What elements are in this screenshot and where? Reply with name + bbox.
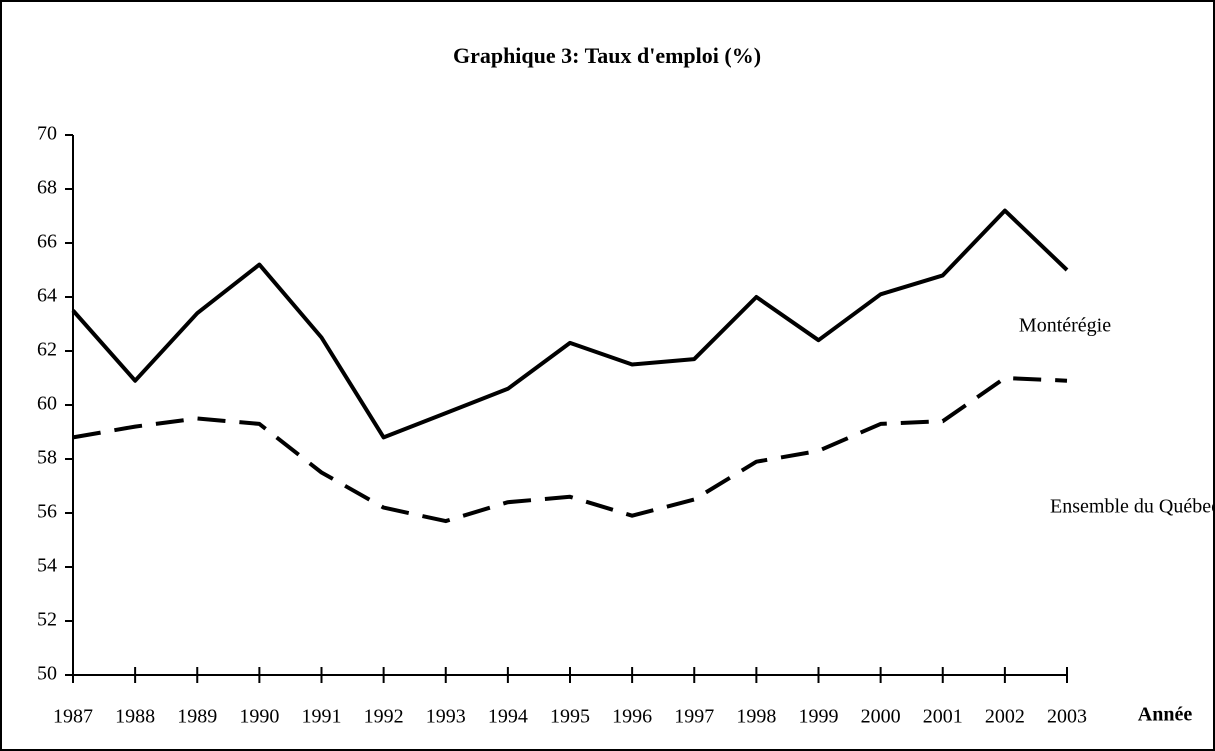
x-axis-label: Année (1138, 704, 1193, 726)
x-tick-label: 1998 (736, 706, 776, 728)
x-tick-label: 2001 (923, 706, 963, 728)
x-tick-label: 1988 (115, 706, 155, 728)
x-tick-label: 1993 (426, 706, 466, 728)
x-tick-label: 2003 (1047, 706, 1087, 728)
x-tick-label: 1994 (488, 706, 528, 728)
x-tick-label: 1990 (239, 706, 279, 728)
x-tick-label: 1996 (612, 706, 652, 728)
series-label: Montérégie (1019, 315, 1111, 337)
x-tick-label: 1991 (302, 706, 342, 728)
y-tick-label: 60 (37, 393, 57, 415)
y-tick-label: 50 (37, 663, 57, 685)
y-tick-label: 66 (37, 231, 57, 253)
x-tick-label: 1995 (550, 706, 590, 728)
x-tick-label: 2002 (985, 706, 1025, 728)
chart-title: Graphique 3: Taux d'emploi (%) (453, 43, 761, 68)
y-tick-label: 64 (37, 285, 57, 307)
y-tick-label: 54 (37, 555, 57, 577)
x-tick-label: 2000 (861, 706, 901, 728)
x-tick-label: 1999 (799, 706, 839, 728)
y-tick-label: 56 (37, 501, 57, 523)
series-line (71, 208, 1069, 440)
x-tick-label: 1987 (53, 706, 93, 728)
x-tick-label: 1992 (364, 706, 404, 728)
y-tick-label: 68 (37, 177, 57, 199)
series-label: Ensemble du Québec (1050, 496, 1215, 518)
x-tick-label: 1997 (674, 706, 714, 728)
y-tick-label: 58 (37, 447, 57, 469)
y-tick-label: 70 (37, 123, 57, 145)
y-tick-label: 62 (37, 339, 57, 361)
y-tick-label: 52 (37, 609, 57, 631)
x-tick-label: 1989 (177, 706, 217, 728)
series-line (72, 376, 1068, 524)
